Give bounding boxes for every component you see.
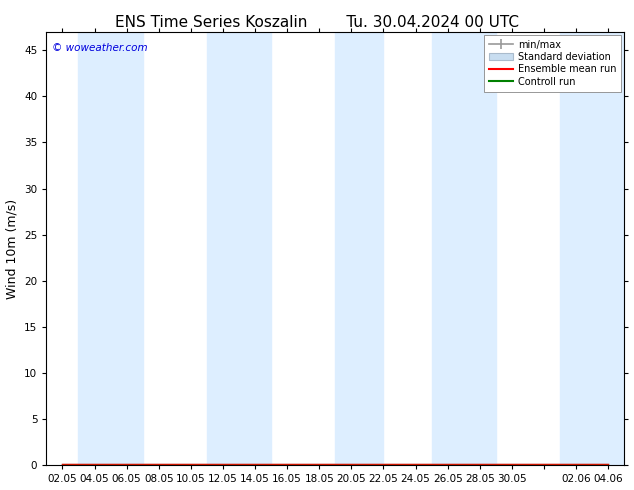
Bar — [560, 32, 624, 466]
Legend: min/max, Standard deviation, Ensemble mean run, Controll run: min/max, Standard deviation, Ensemble me… — [484, 35, 621, 92]
Bar — [335, 32, 384, 466]
Bar — [432, 32, 496, 466]
Y-axis label: Wind 10m (m/s): Wind 10m (m/s) — [6, 198, 18, 299]
Text: © woweather.com: © woweather.com — [52, 43, 148, 52]
Bar — [79, 32, 143, 466]
Bar — [207, 32, 271, 466]
Text: ENS Time Series Koszalin        Tu. 30.04.2024 00 UTC: ENS Time Series Koszalin Tu. 30.04.2024 … — [115, 15, 519, 30]
